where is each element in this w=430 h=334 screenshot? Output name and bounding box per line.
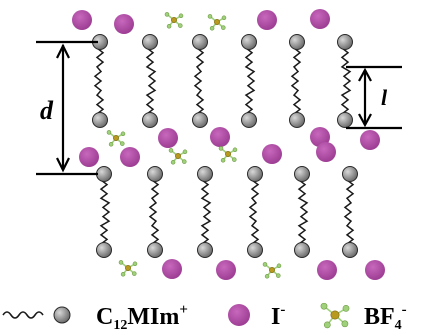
bf4-anion (218, 146, 238, 163)
cation-molecule (142, 34, 158, 128)
cation-molecule (337, 34, 353, 128)
cation-molecule (147, 166, 163, 258)
iodide-ion (79, 147, 99, 167)
bf4-anion (164, 12, 184, 29)
bf4-anion (320, 302, 350, 329)
cation-molecule (294, 166, 310, 258)
iodide-ion (257, 10, 277, 30)
imidazolium-head (192, 112, 208, 128)
imidazolium-head (294, 166, 310, 182)
imidazolium-head (247, 242, 263, 258)
imidazolium-head (96, 166, 112, 182)
legend-cation-icon (2, 306, 71, 324)
iodide-ion (360, 130, 380, 150)
l-length-marker (346, 65, 402, 130)
cation-layer (92, 34, 358, 258)
cation-molecule (289, 34, 305, 128)
imidazolium-head (337, 112, 353, 128)
imidazolium-head (289, 112, 305, 128)
bf4-layer (106, 12, 282, 279)
imidazolium-head (92, 112, 108, 128)
d-label: d (40, 96, 54, 125)
imidazolium-head (147, 166, 163, 182)
legend-bf4-icon (320, 302, 350, 329)
iodide-ion (262, 144, 282, 164)
iodide-ion (310, 127, 330, 147)
iodide-ion (162, 259, 182, 279)
iodide-ion (114, 14, 134, 34)
iodide-ion (316, 142, 336, 162)
iodide-ion (158, 128, 178, 148)
iodide-ion (216, 260, 236, 280)
imidazolium-head (241, 112, 257, 128)
cation-molecule (342, 166, 358, 258)
imidazolium-head (294, 242, 310, 258)
imidazolium-head (142, 112, 158, 128)
cation-molecule (92, 34, 108, 128)
cation-molecule (96, 166, 112, 258)
imidazolium-head (197, 166, 213, 182)
imidazolium-head (342, 166, 358, 182)
iodide-ion (120, 147, 140, 167)
imidazolium-head (147, 242, 163, 258)
iodide-ion (365, 260, 385, 280)
legend-iodide-icon (228, 304, 250, 326)
imidazolium-head (342, 242, 358, 258)
imidazolium-head (289, 34, 305, 50)
bf4-anion (168, 148, 188, 165)
cation-molecule (197, 166, 213, 258)
iodide-layer (72, 9, 385, 280)
imidazolium-head (96, 242, 112, 258)
legend-cation-label: C12MIm+ (96, 302, 188, 333)
iodide-ion (317, 260, 337, 280)
legend-iodide-label: I- (271, 302, 285, 330)
l-label: l (381, 85, 388, 110)
bf4-anion (207, 14, 227, 31)
iodide-ion (310, 9, 330, 29)
bf4-anion (118, 260, 138, 277)
imidazolium-head (337, 34, 353, 50)
cation-molecule (192, 34, 208, 128)
bf4-anion (106, 130, 126, 147)
cation-molecule (247, 166, 263, 258)
legend-bf4-label: BF4- (364, 302, 407, 333)
d-spacing-marker (36, 40, 98, 176)
legend: C12MIm+ I- BF4- (2, 302, 407, 333)
iodide-ion (72, 10, 92, 30)
iodide-ion (210, 127, 230, 147)
imidazolium-head (142, 34, 158, 50)
imidazolium-head (192, 34, 208, 50)
imidazolium-head (197, 242, 213, 258)
cation-molecule (241, 34, 257, 128)
bf4-anion (262, 262, 282, 279)
imidazolium-head (241, 34, 257, 50)
imidazolium-head (247, 166, 263, 182)
